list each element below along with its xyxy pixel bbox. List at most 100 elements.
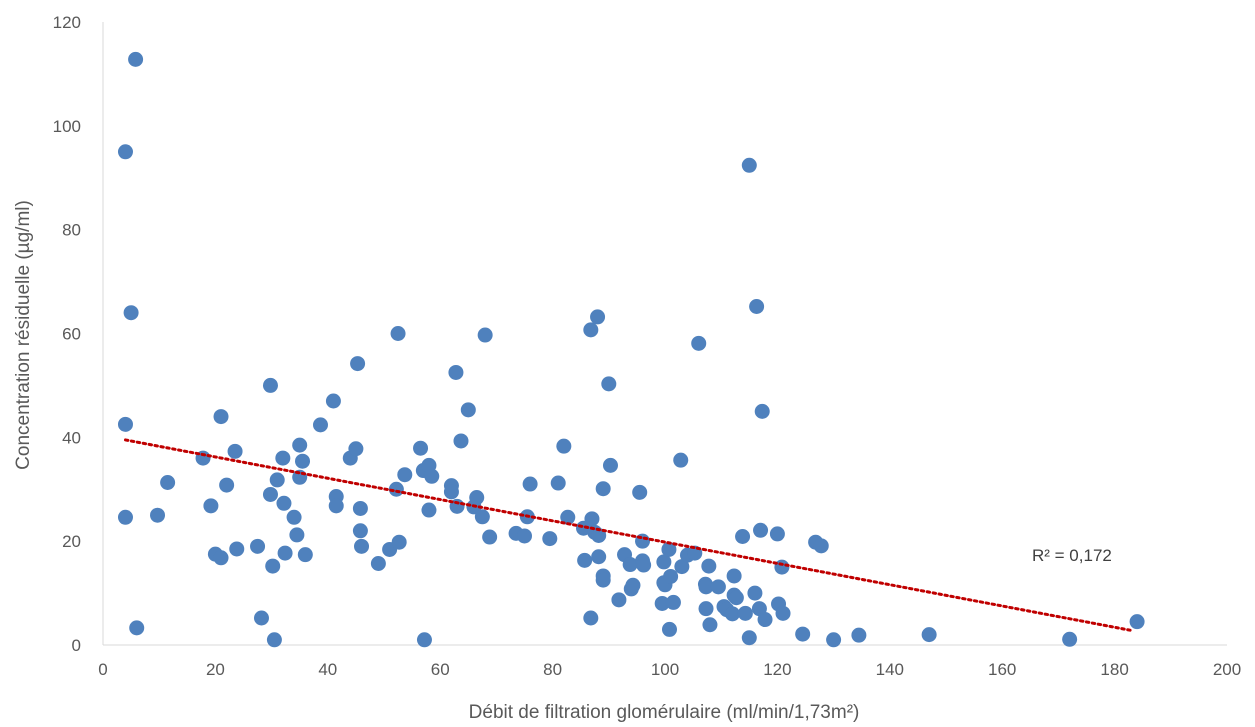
data-point bbox=[661, 621, 677, 637]
data-point bbox=[747, 585, 763, 601]
data-point bbox=[397, 467, 413, 483]
x-tick-label: 180 bbox=[1100, 660, 1128, 679]
data-point bbox=[741, 630, 757, 646]
data-point bbox=[269, 472, 285, 488]
r-squared-annotation: R² = 0,172 bbox=[1032, 546, 1112, 565]
data-point bbox=[698, 579, 714, 595]
data-point bbox=[663, 568, 679, 584]
x-tick-label: 80 bbox=[543, 660, 562, 679]
trendline bbox=[123, 438, 1133, 632]
data-point bbox=[117, 144, 133, 160]
data-point bbox=[265, 558, 281, 574]
data-point bbox=[674, 559, 690, 575]
data-point bbox=[698, 601, 714, 617]
data-point bbox=[289, 527, 305, 543]
data-point bbox=[851, 627, 867, 643]
data-point bbox=[795, 626, 811, 642]
data-point bbox=[701, 558, 717, 574]
data-point bbox=[117, 416, 133, 432]
data-point bbox=[921, 627, 937, 643]
data-point bbox=[348, 441, 364, 457]
x-tick-label: 160 bbox=[988, 660, 1016, 679]
data-point bbox=[474, 509, 490, 525]
data-point bbox=[632, 484, 648, 500]
data-point bbox=[560, 509, 576, 525]
data-point bbox=[753, 522, 769, 538]
data-point bbox=[229, 541, 245, 557]
data-point bbox=[577, 552, 593, 568]
data-point bbox=[625, 577, 641, 593]
y-tick-label: 20 bbox=[62, 532, 81, 551]
data-point bbox=[656, 554, 672, 570]
data-point bbox=[388, 481, 404, 497]
data-point bbox=[370, 555, 386, 571]
data-point bbox=[390, 326, 406, 341]
data-point bbox=[354, 538, 370, 554]
data-point bbox=[250, 538, 266, 554]
y-tick-label: 0 bbox=[72, 636, 81, 655]
data-point bbox=[737, 605, 753, 621]
data-point bbox=[469, 490, 485, 506]
data-point bbox=[584, 511, 600, 527]
y-axis-title: Concentration résiduelle (µg/ml) bbox=[13, 200, 34, 470]
y-tick-label: 40 bbox=[62, 428, 81, 447]
data-point bbox=[522, 476, 538, 492]
data-point bbox=[1129, 614, 1145, 630]
data-point bbox=[754, 403, 770, 419]
data-point bbox=[219, 477, 235, 493]
data-point bbox=[702, 617, 718, 633]
data-point bbox=[735, 528, 751, 544]
data-point bbox=[150, 507, 166, 523]
data-point bbox=[636, 557, 652, 573]
data-point bbox=[128, 51, 144, 67]
data-point bbox=[253, 610, 269, 626]
data-point bbox=[583, 610, 599, 626]
data-point bbox=[421, 502, 437, 518]
data-point bbox=[517, 528, 532, 544]
data-point bbox=[728, 590, 744, 606]
data-point bbox=[123, 305, 139, 321]
data-point bbox=[622, 557, 638, 573]
y-tick-labels: 0 20 40 60 80 100 120 bbox=[53, 13, 81, 655]
data-point bbox=[448, 364, 464, 380]
data-point bbox=[724, 606, 740, 622]
data-point bbox=[117, 509, 133, 525]
x-tick-labels: 0 20 40 60 80 100 120 140 160 180 200 bbox=[98, 660, 1241, 679]
data-point bbox=[601, 376, 617, 392]
data-point bbox=[654, 595, 670, 611]
data-point bbox=[424, 468, 440, 484]
data-point bbox=[416, 632, 432, 648]
data-point bbox=[160, 475, 176, 491]
data-point bbox=[591, 549, 607, 565]
data-point bbox=[813, 538, 829, 554]
x-tick-label: 100 bbox=[651, 660, 679, 679]
data-point bbox=[328, 498, 344, 514]
data-point bbox=[312, 417, 328, 433]
data-point bbox=[275, 450, 291, 466]
data-point bbox=[749, 299, 765, 315]
x-tick-label: 120 bbox=[763, 660, 791, 679]
data-point bbox=[453, 433, 469, 449]
data-point bbox=[602, 457, 618, 473]
data-points bbox=[117, 51, 1145, 648]
data-point bbox=[826, 632, 842, 648]
data-point bbox=[556, 438, 572, 454]
data-point bbox=[1062, 631, 1078, 647]
y-tick-label: 80 bbox=[62, 221, 81, 240]
y-tick-label: 120 bbox=[53, 13, 81, 32]
data-point bbox=[665, 594, 681, 610]
data-point bbox=[673, 452, 689, 468]
x-tick-label: 60 bbox=[431, 660, 450, 679]
data-point bbox=[757, 612, 773, 628]
x-tick-label: 40 bbox=[318, 660, 337, 679]
data-point bbox=[297, 547, 313, 563]
data-point bbox=[262, 377, 278, 393]
x-axis-title: Débit de filtration glomérulaire (ml/min… bbox=[469, 702, 860, 723]
data-point bbox=[482, 529, 498, 545]
data-point bbox=[595, 572, 611, 588]
data-point bbox=[325, 393, 341, 409]
data-point bbox=[550, 475, 566, 491]
data-point bbox=[542, 531, 558, 547]
data-point bbox=[413, 440, 429, 456]
data-point bbox=[769, 526, 785, 542]
